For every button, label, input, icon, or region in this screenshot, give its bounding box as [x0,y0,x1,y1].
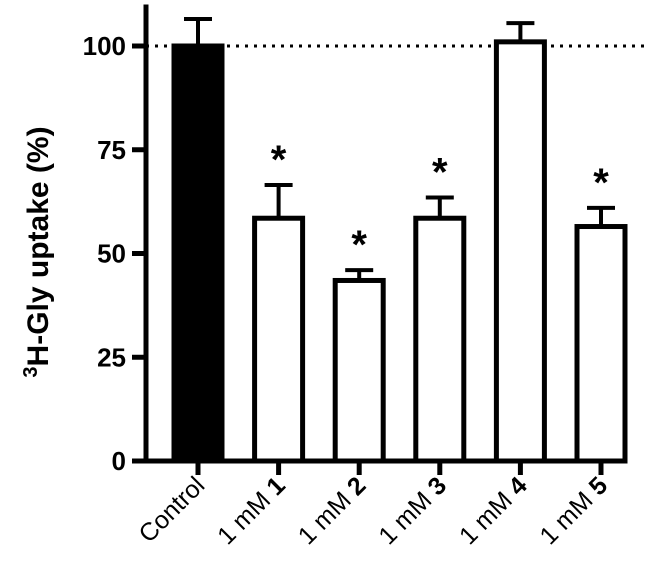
category-label: 1 mM 1 [212,471,291,550]
category-label: 1 mM 4 [454,471,533,550]
y-tick-label: 75 [97,135,126,165]
bar [574,224,628,464]
y-axis-label: 3H-Gly uptake (%) [20,126,55,377]
y-tick-label: 50 [97,239,126,269]
bar [252,215,306,464]
y-tick-label: 100 [83,31,126,61]
bar [332,277,386,464]
significance-markers: * * * * [271,138,609,267]
y-axis-label-superscript: 3 [20,366,42,377]
significance-star: * [351,223,367,267]
y-tick-label: 0 [112,446,126,476]
category-label: 1 mM 5 [534,471,613,550]
bar [413,215,467,464]
category-label: Control [133,471,210,548]
category-label: 1 mM 2 [293,471,372,550]
error-bars [184,17,615,281]
bar [493,39,547,464]
category-label: 1 mM 3 [373,471,452,550]
bars [171,39,628,464]
significance-star: * [593,161,609,205]
significance-star: * [271,138,287,182]
y-axis: 0 25 50 75 100 [83,4,149,476]
category-label-text: Control [133,471,210,548]
y-tick-label: 25 [97,342,126,372]
y-axis-label-text: H-Gly uptake (%) [22,126,55,366]
significance-star: * [432,150,448,194]
bar [171,43,225,464]
